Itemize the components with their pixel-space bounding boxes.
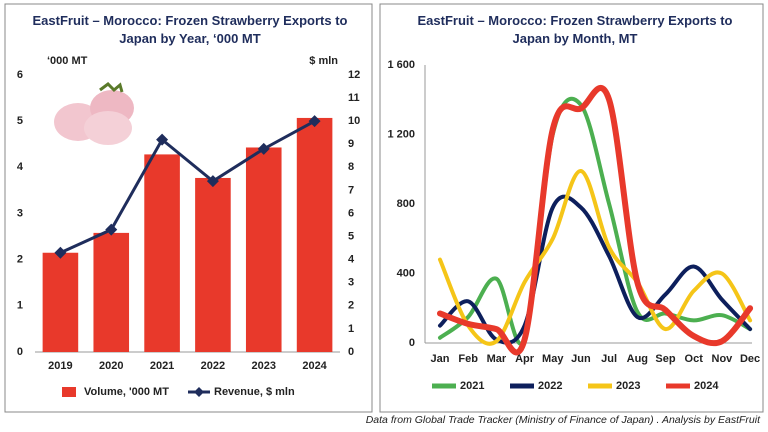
y-tick-label: 1 — [348, 323, 354, 335]
y-tick-label: 1 600 — [387, 59, 415, 71]
source-note: Data from Global Trade Tracker (Ministry… — [365, 414, 760, 426]
x-tick-label: Jan — [431, 353, 450, 365]
line-marker — [257, 142, 270, 155]
y-tick-label: 3 — [348, 277, 354, 289]
panel-border — [4, 3, 373, 413]
legend-label: Volume, '000 MT — [84, 386, 169, 398]
y-tick-label: 800 — [397, 198, 415, 210]
bar — [296, 117, 333, 352]
x-tick-label: 2020 — [99, 360, 123, 372]
y-tick-label: 3 — [17, 207, 23, 219]
legend-swatch — [62, 387, 76, 397]
legend-swatch — [194, 387, 204, 397]
legend-label: 2022 — [538, 380, 562, 392]
line-marker — [105, 223, 118, 236]
y-tick-label: 1 — [17, 300, 23, 312]
line-marker — [54, 246, 67, 259]
y-tick-label: 8 — [348, 161, 354, 173]
x-tick-label: Feb — [458, 353, 478, 365]
y-tick-label: 5 — [348, 230, 354, 242]
panel-border — [379, 3, 764, 413]
y-tick-label: 12 — [348, 69, 360, 81]
legend-label: 2021 — [460, 380, 484, 392]
strawberry-picture — [54, 82, 134, 145]
y-tick-label: 11 — [348, 92, 360, 104]
y-tick-label: 1 200 — [387, 128, 415, 140]
y-tick-label: 2 — [348, 300, 354, 312]
chart-title: EastFruit – Morocco: Frozen Strawberry E… — [32, 13, 348, 46]
bar — [93, 232, 130, 352]
y-tick-label: 400 — [397, 267, 415, 279]
y-tick-label: 4 — [17, 161, 24, 173]
x-tick-label: 2022 — [201, 360, 225, 372]
line-marker — [206, 175, 219, 188]
legend-label: Revenue, $ mln — [214, 386, 295, 398]
bar — [144, 154, 180, 352]
x-tick-label: Aug — [627, 353, 648, 365]
bar — [195, 177, 231, 352]
x-tick-label: Oct — [685, 353, 704, 365]
bar — [42, 252, 79, 352]
y-tick-label: 0 — [348, 346, 354, 358]
x-tick-label: Jul — [601, 353, 617, 365]
y-tick-label: 9 — [348, 138, 354, 150]
y-tick-label: 0 — [17, 346, 23, 358]
series-line — [438, 96, 753, 346]
x-tick-label: Jun — [571, 353, 591, 365]
y-tick-label: 5 — [17, 115, 23, 127]
x-tick-label: 2024 — [302, 360, 327, 372]
bar — [245, 147, 282, 352]
x-tick-label: 2021 — [150, 360, 174, 372]
legend-label: 2024 — [694, 380, 719, 392]
y-tick-label: 6 — [17, 69, 23, 81]
y-tick-label: 2 — [17, 254, 23, 266]
x-tick-label: 2019 — [48, 360, 72, 372]
x-tick-label: Mar — [487, 353, 507, 365]
x-tick-label: 2023 — [252, 360, 276, 372]
x-tick-label: May — [542, 353, 564, 365]
x-tick-label: Sep — [655, 353, 675, 365]
y-axis-label: ‘000 MT — [47, 55, 88, 67]
series-line — [438, 169, 753, 346]
revenue-line — [59, 119, 316, 255]
y-tick-label: 4 — [348, 254, 355, 266]
legend-label: 2023 — [616, 380, 640, 392]
x-tick-label: Apr — [515, 353, 535, 365]
y-tick-label: 6 — [348, 207, 354, 219]
x-tick-label: Dec — [740, 353, 760, 365]
y-tick-label: 0 — [409, 337, 415, 349]
y2-axis-label: $ mln — [309, 55, 338, 67]
x-tick-label: Nov — [712, 353, 734, 365]
y-tick-label: 7 — [348, 184, 354, 196]
line-marker — [156, 133, 169, 146]
series-line — [438, 194, 753, 345]
series-line — [437, 85, 754, 356]
line-marker — [308, 115, 321, 128]
y-tick-label: 10 — [348, 115, 360, 127]
chart-title: EastFruit – Morocco: Frozen Strawberry E… — [417, 13, 733, 46]
